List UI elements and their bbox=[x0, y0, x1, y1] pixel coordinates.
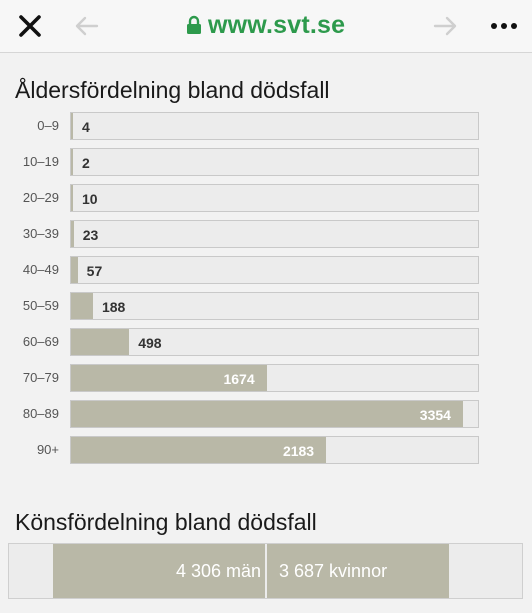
age-category-label: 50–59 bbox=[22, 298, 59, 313]
age-row: 40–49 57 bbox=[0, 256, 532, 286]
age-row: 20–29 10 bbox=[0, 184, 532, 214]
age-bar bbox=[71, 293, 93, 319]
age-bar-value: 23 bbox=[82, 227, 99, 243]
age-row: 90+ 2183 bbox=[0, 436, 532, 466]
back-arrow-icon bbox=[75, 16, 99, 36]
more-button[interactable] bbox=[484, 8, 524, 44]
gender-label-women: 3 687 kvinnor bbox=[279, 560, 388, 581]
forward-button[interactable] bbox=[428, 8, 464, 44]
bar-track: 188 bbox=[70, 292, 479, 320]
age-bar-value: 4 bbox=[82, 119, 90, 135]
age-category-label: 70–79 bbox=[22, 370, 59, 385]
back-button[interactable] bbox=[68, 8, 104, 44]
bar-track: 1674 bbox=[70, 364, 479, 392]
age-bar bbox=[71, 113, 73, 139]
age-category-label: 60–69 bbox=[22, 334, 59, 349]
more-icon bbox=[491, 23, 497, 29]
close-button[interactable] bbox=[10, 6, 50, 46]
url-text: www.svt.se bbox=[208, 10, 346, 39]
age-row: 80–89 3354 bbox=[0, 400, 532, 430]
bar-track: 23 bbox=[70, 220, 479, 248]
age-category-label: 30–39 bbox=[22, 226, 59, 241]
gender-distribution-title: Könsfördelning bland dödsfall bbox=[15, 509, 317, 535]
bar-track: 3354 bbox=[70, 400, 479, 428]
age-bar-value: 57 bbox=[86, 263, 103, 279]
bar-track: 10 bbox=[70, 184, 479, 212]
bar-track: 2 bbox=[70, 148, 479, 176]
age-bar-value: 1674 bbox=[223, 371, 255, 387]
more-icon-dot bbox=[501, 23, 507, 29]
age-row: 0–9 4 bbox=[0, 112, 532, 142]
age-distribution-title: Åldersfördelning bland dödsfall bbox=[15, 77, 330, 103]
forward-arrow-icon bbox=[433, 16, 457, 36]
gender-bar-divider bbox=[265, 544, 267, 598]
gender-distribution-bar: 4 306 män 3 687 kvinnor bbox=[8, 543, 523, 599]
bar-track: 498 bbox=[70, 328, 479, 356]
age-category-label: 20–29 bbox=[22, 190, 59, 205]
age-bar bbox=[71, 257, 78, 283]
lock-icon bbox=[187, 15, 201, 34]
age-bar-value: 2183 bbox=[282, 443, 315, 459]
age-bar-value: 3354 bbox=[419, 407, 451, 423]
age-bar bbox=[71, 401, 463, 427]
age-category-label: 0–9 bbox=[37, 118, 59, 133]
url-bar[interactable]: www.svt.se bbox=[186, 10, 345, 40]
age-bar bbox=[71, 185, 73, 211]
browser-toolbar: www.svt.se bbox=[0, 0, 532, 53]
age-category-label: 90+ bbox=[36, 442, 59, 457]
age-bar bbox=[71, 437, 327, 463]
age-row: 50–59 188 bbox=[0, 292, 532, 322]
more-icon-dot bbox=[511, 23, 517, 29]
age-category-label: 40–49 bbox=[22, 262, 59, 277]
close-icon bbox=[19, 15, 41, 37]
gender-label-men: 4 306 män bbox=[175, 560, 261, 581]
age-bar bbox=[71, 365, 267, 391]
age-row: 30–39 23 bbox=[0, 220, 532, 250]
age-bar-value: 10 bbox=[82, 191, 98, 207]
age-bar bbox=[71, 221, 74, 247]
bar-track: 2183 bbox=[70, 436, 479, 464]
gender-bar-men: 4 306 män bbox=[53, 544, 265, 598]
bar-track: 57 bbox=[70, 256, 479, 284]
age-row: 60–69 498 bbox=[0, 328, 532, 358]
age-bar-value: 498 bbox=[138, 335, 162, 351]
age-bar bbox=[71, 329, 130, 355]
age-bar-value: 2 bbox=[82, 155, 90, 171]
age-category-label: 80–89 bbox=[22, 406, 59, 421]
age-bar bbox=[71, 149, 73, 175]
age-row: 10–19 2 bbox=[0, 148, 532, 178]
age-category-label: 10–19 bbox=[22, 154, 59, 169]
gender-bar-women: 3 687 kvinnor bbox=[267, 544, 449, 598]
age-bar-value: 188 bbox=[101, 299, 126, 315]
bar-track: 4 bbox=[70, 112, 479, 140]
age-row: 70–79 1674 bbox=[0, 364, 532, 394]
